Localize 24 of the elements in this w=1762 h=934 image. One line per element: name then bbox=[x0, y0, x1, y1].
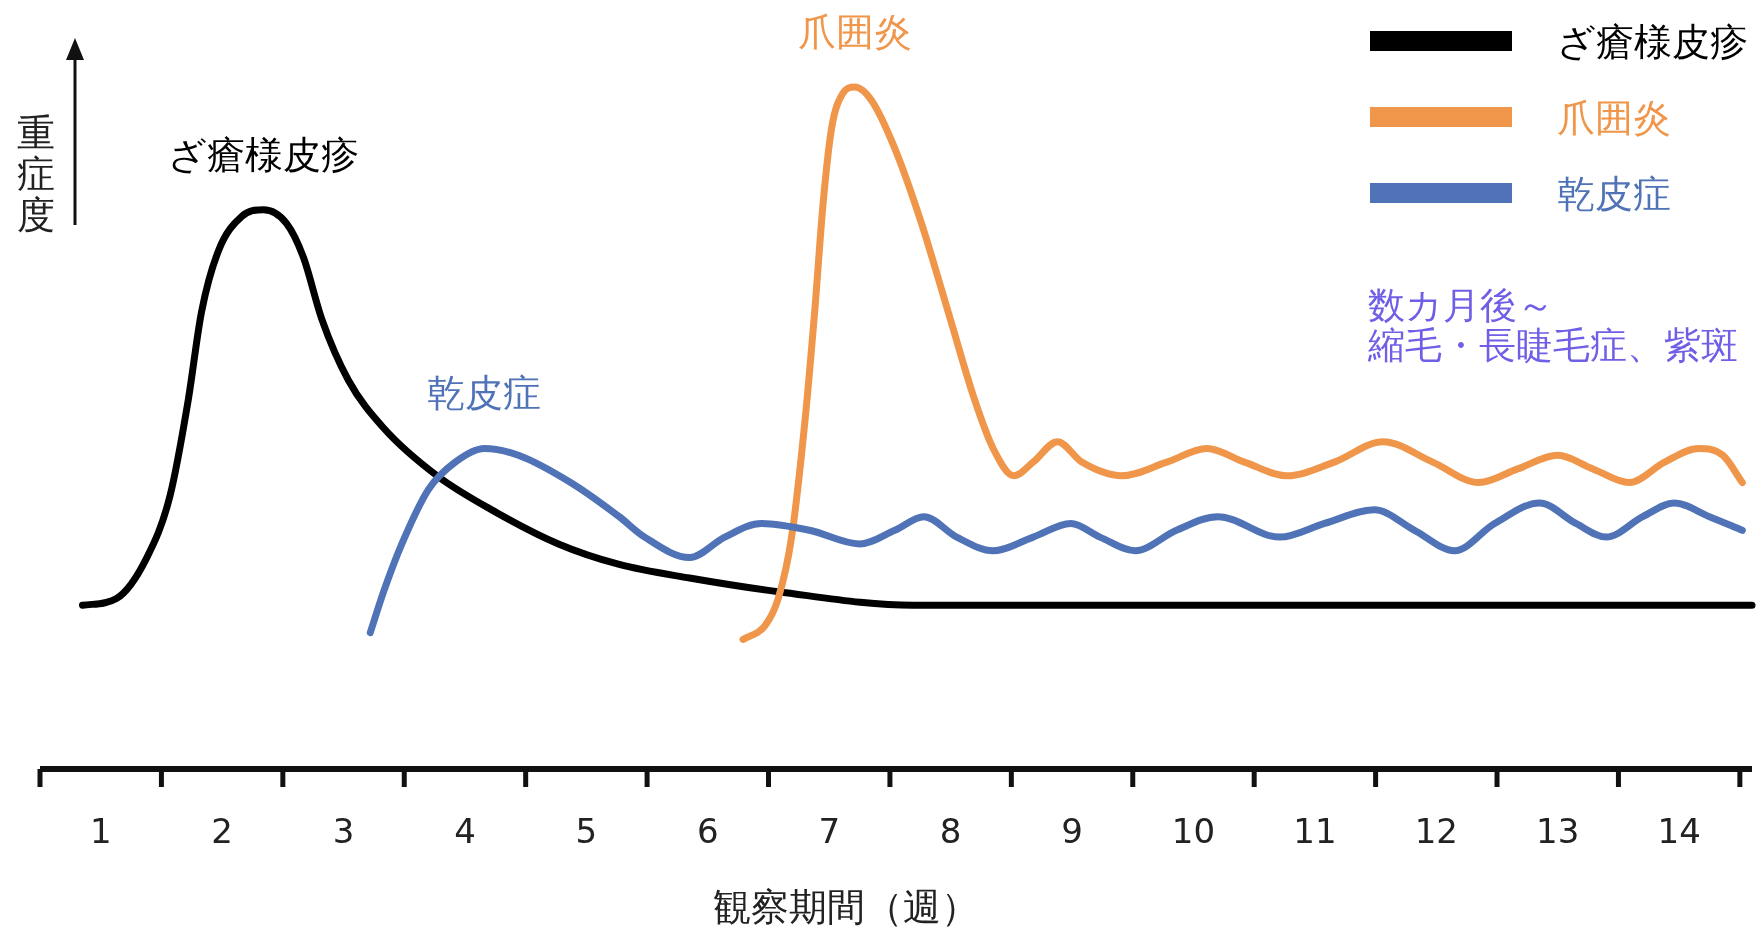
text: ざ瘡様皮疹 bbox=[167, 132, 359, 177]
x-tick-label: 6 bbox=[696, 811, 719, 851]
x-tick-label: 10 bbox=[1171, 811, 1216, 851]
x-tick-label: 3 bbox=[332, 811, 355, 851]
legend-label: 爪囲炎 bbox=[1557, 96, 1671, 140]
text: 爪囲炎 bbox=[797, 10, 912, 54]
x-tick-label: 9 bbox=[1061, 811, 1083, 851]
legend-label: ざ瘡様皮疹 bbox=[1557, 20, 1748, 64]
x-tick-label: 5 bbox=[575, 811, 598, 851]
annotation: 数カ月後～ bbox=[1368, 284, 1554, 327]
x-tick-label: 12 bbox=[1414, 811, 1458, 851]
x-tick-label: 7 bbox=[818, 811, 841, 851]
x-tick-label: 11 bbox=[1293, 811, 1337, 851]
annotation: 縮毛・長睫毛症、紫斑 bbox=[1367, 324, 1738, 367]
text: 乾皮症 bbox=[427, 371, 542, 416]
legend-label: 乾皮症 bbox=[1557, 172, 1671, 216]
x-tick-label: 8 bbox=[939, 811, 962, 851]
x-tick-label: 14 bbox=[1657, 811, 1701, 851]
y-axis-title: 重症度 bbox=[17, 111, 55, 238]
x-tick-label: 13 bbox=[1536, 811, 1580, 851]
x-tick-label: 2 bbox=[211, 811, 233, 851]
x-tick-label: 1 bbox=[89, 811, 112, 851]
x-axis-title: 観察期間（週） bbox=[713, 885, 979, 929]
x-tick-label: 4 bbox=[454, 811, 476, 851]
